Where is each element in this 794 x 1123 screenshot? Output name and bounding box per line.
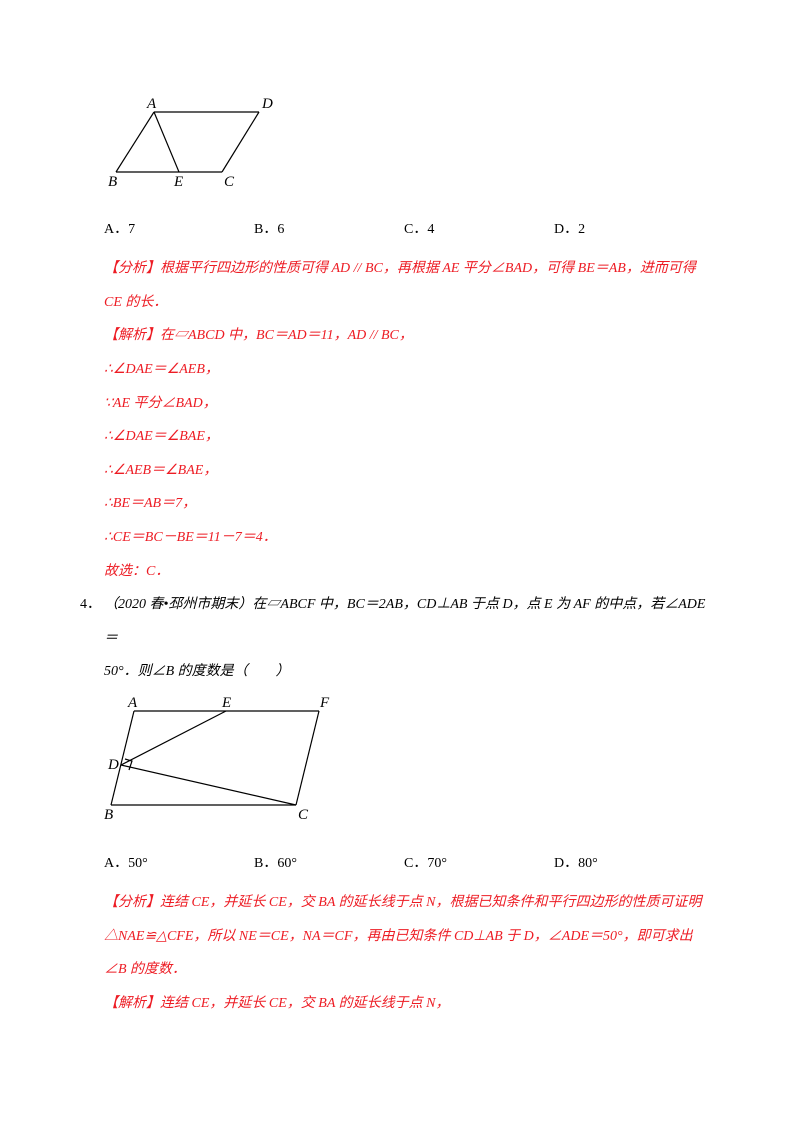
q3-sol-5: ∴BE＝AB＝7， [104,487,714,521]
q3-options: A．7 B．6 C．4 D．2 [104,213,714,247]
q4-analysis: 【分析】连结 CE，并延长 CE，交 BA 的延长线于点 N，根据已知条件和平行… [104,886,714,987]
figure-1: A D B E C [104,94,714,203]
q4-opt-d: D．80° [554,847,704,881]
q4-number: 4． [80,588,104,655]
q4-sol-0: 【解析】连结 CE，并延长 CE，交 BA 的延长线于点 N， [104,987,714,1021]
q3-opt-b: B．6 [254,213,404,247]
q3-opt-d: D．2 [554,213,704,247]
label-D2: D [107,757,119,773]
q4-options: A．50° B．60° C．70° D．80° [104,847,714,881]
q3-sol-2: ∵AE 平分∠BAD， [104,387,714,421]
q3-analysis: 【分析】根据平行四边形的性质可得 AD // BC，再根据 AE 平分∠BAD，… [104,252,714,319]
label-F2: F [319,695,330,711]
q4-stem-2: 50°．则∠B 的度数是（ ） [104,655,714,689]
q4-stem-row: 4． （2020 春•邳州市期末）在▱ABCF 中，BC＝2AB，CD⊥AB 于… [80,588,714,655]
label-D: D [261,96,273,112]
q3-sol-0: 【解析】在▱ABCD 中，BC＝AD＝11，AD // BC， [104,319,714,353]
q4-stem: （2020 春•邳州市期末）在▱ABCF 中，BC＝2AB，CD⊥AB 于点 D… [104,588,714,655]
figure-2: A E F D B C [104,693,714,837]
label-E: E [173,174,183,189]
label-A: A [146,96,157,112]
label-B2: B [104,807,113,823]
label-A2: A [127,695,138,711]
q3-sol-1: ∴∠DAE＝∠AEB， [104,353,714,387]
label-B: B [108,174,117,189]
q3-opt-a: A．7 [104,213,254,247]
q4-opt-a: A．50° [104,847,254,881]
label-C: C [224,174,235,189]
q4-opt-b: B．60° [254,847,404,881]
q3-opt-c: C．4 [404,213,554,247]
label-C2: C [298,807,309,823]
q3-sol-6: ∴CE＝BC－BE＝11－7＝4． [104,521,714,555]
q3-sol-4: ∴∠AEB＝∠BAE， [104,454,714,488]
label-E2: E [221,695,231,711]
q3-sol-3: ∴∠DAE＝∠BAE， [104,420,714,454]
q4-opt-c: C．70° [404,847,554,881]
q3-sol-7: 故选：C． [104,555,714,589]
